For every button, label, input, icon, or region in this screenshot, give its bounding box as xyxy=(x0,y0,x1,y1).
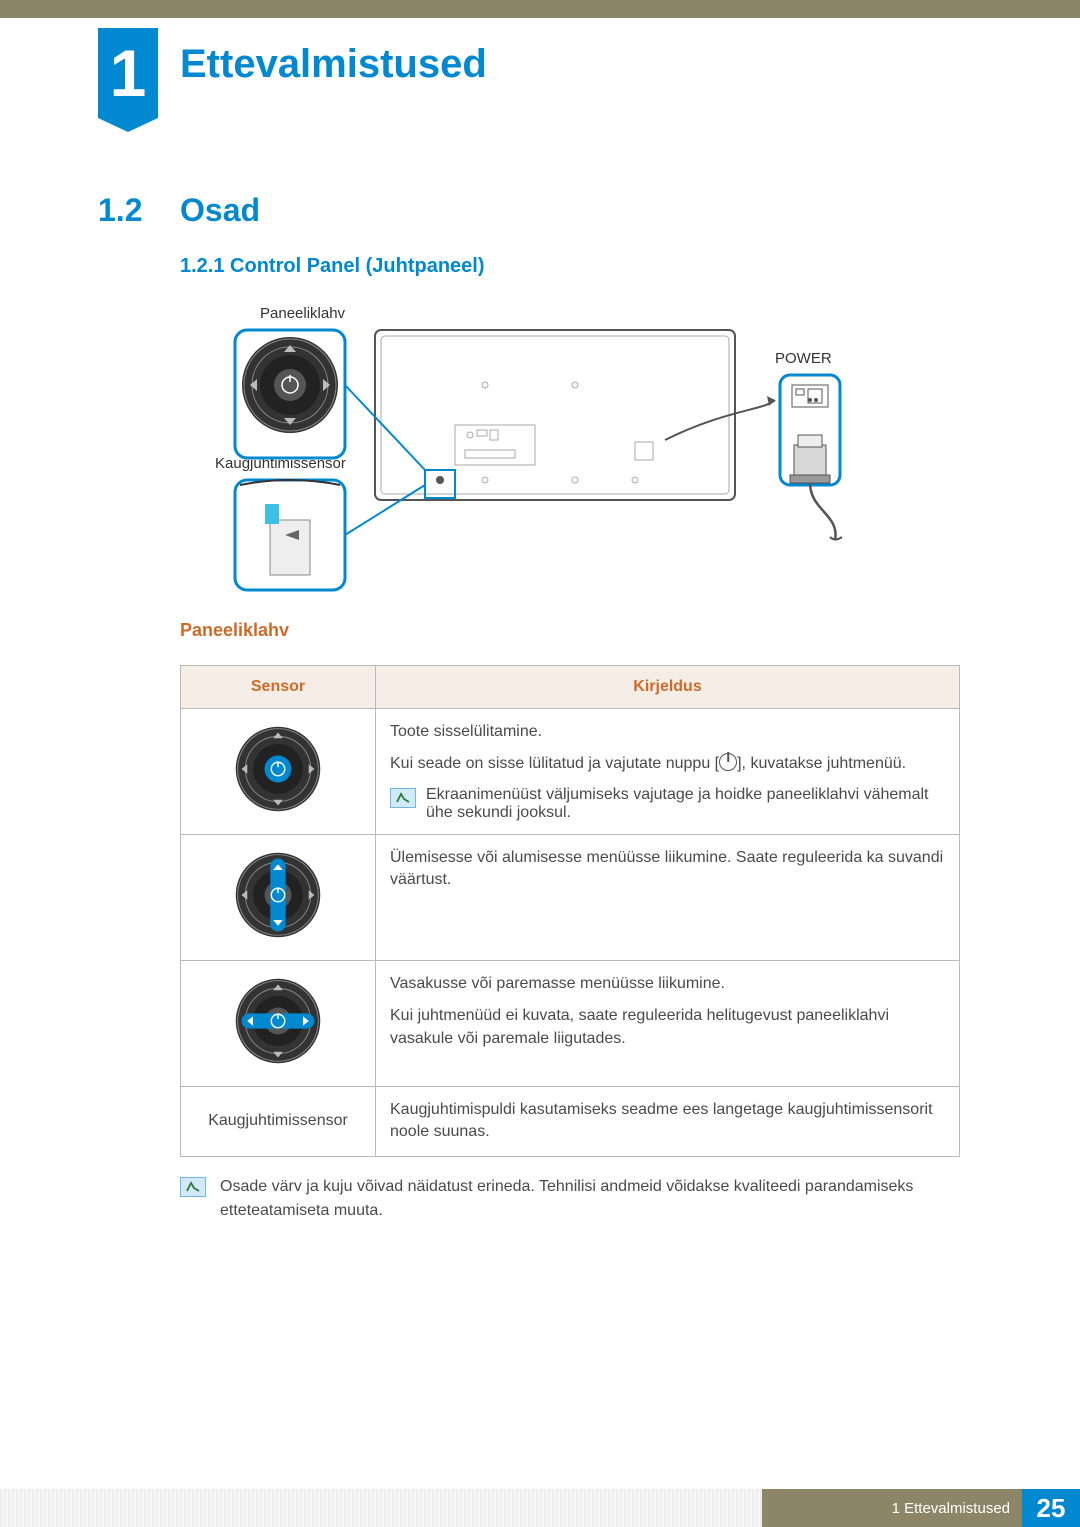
sensor-cell xyxy=(181,709,376,835)
sensor-cell xyxy=(181,961,376,1087)
table-header-sensor: Sensor xyxy=(181,666,376,709)
footer: 1 Ettevalmistused 25 xyxy=(0,1489,1080,1527)
note-icon xyxy=(180,1177,206,1197)
table-row: Vasakusse või paremasse menüüsse liikumi… xyxy=(181,961,960,1087)
table-row: Ülemisesse või alumisesse menüüsse liiku… xyxy=(181,835,960,961)
top-accent-bar xyxy=(0,0,1080,18)
chapter-title: Ettevalmistused xyxy=(180,42,487,87)
section-number: 1.2 xyxy=(98,192,142,229)
chapter-number-badge: 1 xyxy=(98,28,158,118)
diagram-svg xyxy=(215,320,865,600)
section-title: Osad xyxy=(180,192,260,229)
footnote-text: Osade värv ja kuju võivad näidatust erin… xyxy=(220,1175,960,1223)
table-row: KaugjuhtimissensorKaugjuhtimispuldi kasu… xyxy=(181,1087,960,1157)
desc-cell: Ülemisesse või alumisesse menüüsse liiku… xyxy=(376,835,960,961)
desc-cell: Toote sisselülitamine.Kui seade on sisse… xyxy=(376,709,960,835)
subsection-heading: 1.2.1 Control Panel (Juhtpaneel) xyxy=(180,255,485,278)
power-icon xyxy=(719,753,737,771)
note-icon xyxy=(390,788,416,808)
footnote: Osade värv ja kuju võivad näidatust erin… xyxy=(180,1175,960,1223)
desc-cell: Kaugjuhtimispuldi kasutamiseks seadme ee… xyxy=(376,1087,960,1157)
table-header-desc: Kirjeldus xyxy=(376,666,960,709)
table-subheading: Paneeliklahv xyxy=(180,620,289,641)
footer-stripe xyxy=(0,1489,762,1527)
sensor-cell xyxy=(181,835,376,961)
sensor-cell: Kaugjuhtimissensor xyxy=(181,1087,376,1157)
footer-page-number: 25 xyxy=(1022,1489,1080,1527)
desc-cell: Vasakusse või paremasse menüüsse liikumi… xyxy=(376,961,960,1087)
footer-chapter-ref: 1 Ettevalmistused xyxy=(762,1489,1022,1527)
control-panel-table: Sensor Kirjeldus Toote sisselülitamine.K… xyxy=(180,665,960,1157)
table-row: Toote sisselülitamine.Kui seade on sisse… xyxy=(181,709,960,835)
